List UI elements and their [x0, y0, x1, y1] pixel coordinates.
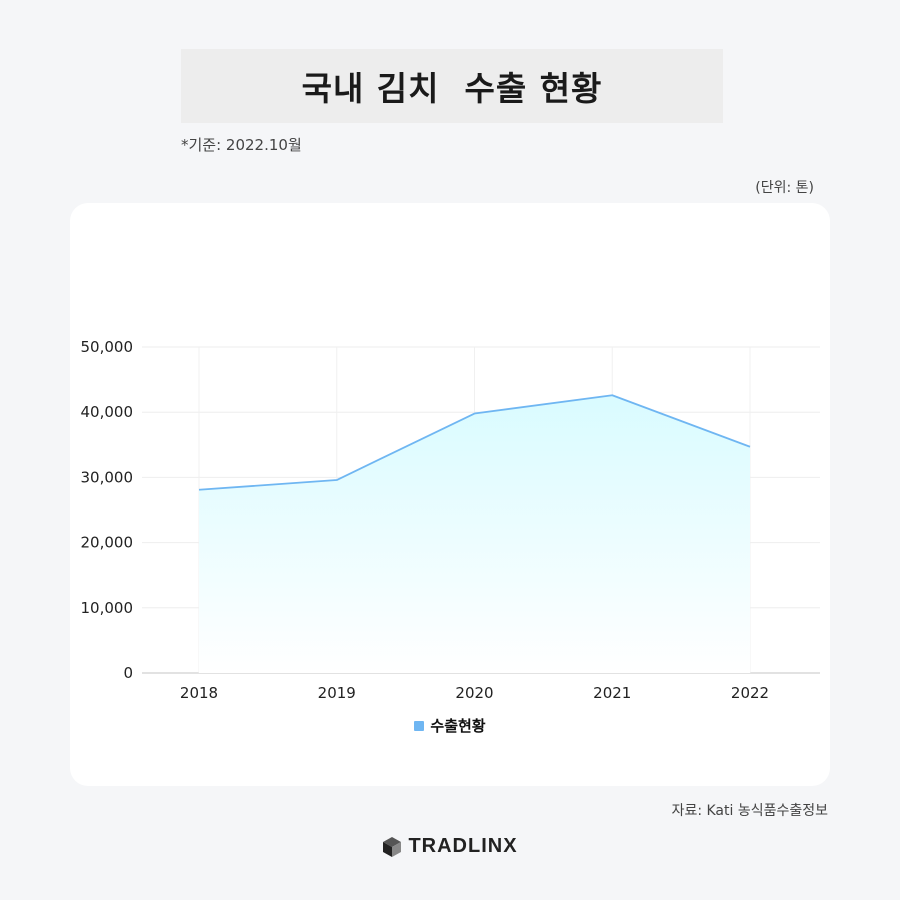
series-area-fill	[199, 395, 750, 673]
series-line	[198, 394, 751, 491]
y-tick-label: 40,000	[81, 403, 134, 421]
y-tick-label: 20,000	[81, 534, 134, 552]
brand-logo: TRADLINX	[0, 835, 900, 858]
x-tick-label: 2019	[318, 684, 356, 702]
area-chart: 0 10,000 20,000 30,000 40,000 50,000 2018 2019 2…	[81, 338, 820, 702]
source-note: 자료: Kati 농식품수출정보	[671, 803, 828, 819]
cube-icon	[383, 836, 402, 857]
axis-labels: 0 10,000 20,000 30,000 40,000 50,000 2018 2019 2…	[81, 338, 770, 702]
series-area	[199, 395, 750, 673]
legend-swatch	[414, 720, 425, 731]
chart-card: 0 10,000 20,000 30,000 40,000 50,000 2018 2019 2…	[70, 203, 830, 786]
page-title: 국내 김치 수출 현황	[301, 69, 603, 108]
y-tick-label: 50,000	[81, 338, 134, 356]
legend-label: 수출현황	[430, 717, 486, 735]
y-tick-label: 0	[123, 664, 133, 682]
brand-name: TRADLINX	[408, 835, 518, 857]
x-tick-label: 2018	[180, 684, 218, 702]
y-tick-label: 10,000	[81, 599, 134, 617]
chart-legend: 수출현황	[70, 715, 830, 736]
x-tick-label: 2021	[593, 684, 631, 702]
x-tick-label: 2020	[455, 684, 493, 702]
title-banner: 국내 김치 수출 현황	[181, 49, 723, 123]
x-tick-label: 2022	[731, 684, 769, 702]
unit-label: (단위: 톤)	[755, 180, 814, 196]
y-tick-label: 30,000	[81, 468, 134, 486]
reference-date-note: *기준: 2022.10월	[181, 136, 302, 154]
